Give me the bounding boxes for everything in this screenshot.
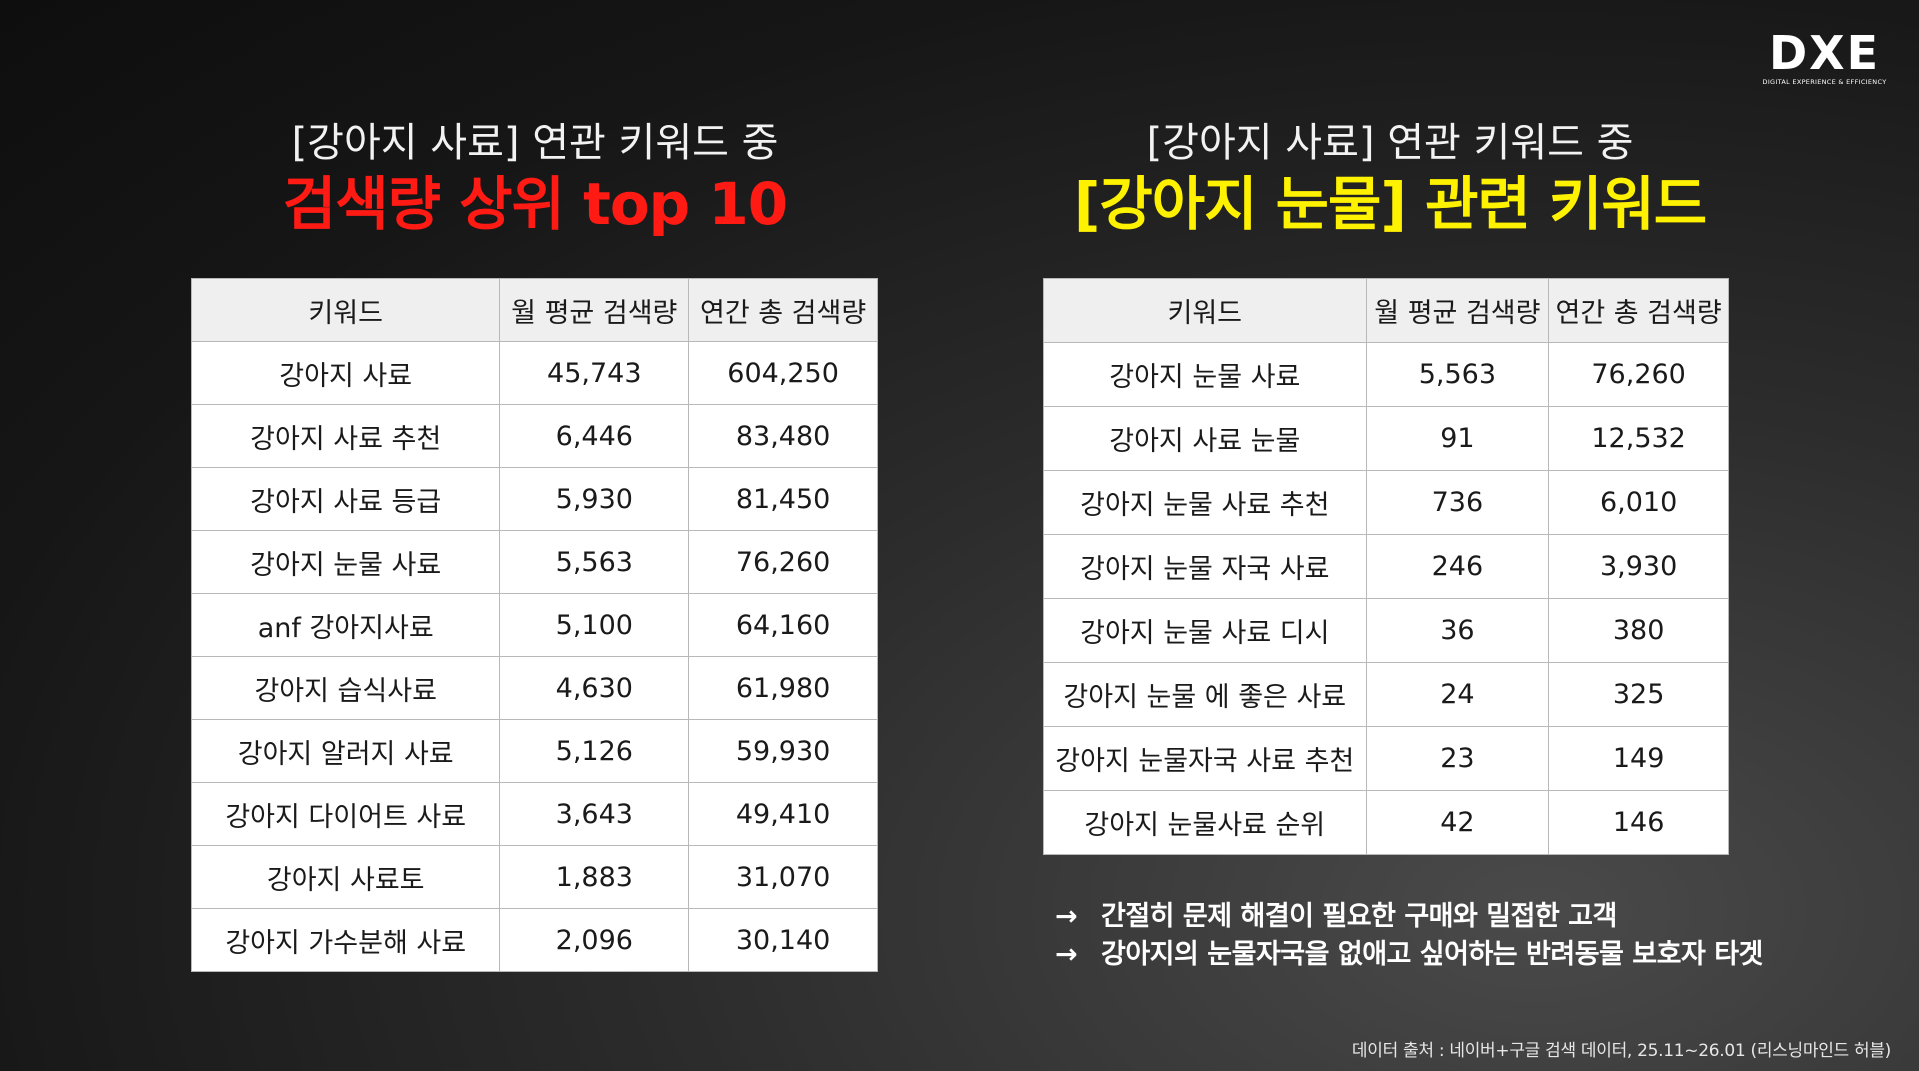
cell-monthly-avg: 5,563 [1365,342,1550,407]
cell-keyword: 강아지 눈물 사료 [190,530,501,594]
cell-monthly-avg: 736 [1365,470,1550,535]
logo-mark: DXE [1768,26,1881,80]
cell-monthly-avg: 246 [1365,534,1550,599]
table-row: 강아지 눈물 사료 디시 36 380 [1043,598,1729,663]
header-keyword: 키워드 [190,278,501,342]
right-title-line1: [강아지 사료] 연관 키워드 중 [1146,120,1634,166]
cell-keyword: 강아지 눈물 사료 추천 [1043,470,1367,535]
table-row: 강아지 사료 45,743 604,250 [190,341,878,405]
table-row: 강아지 눈물 사료 5,563 76,260 [1043,342,1729,407]
table-row: 강아지 눈물 에 좋은 사료 24 325 [1043,662,1729,727]
table-row: 강아지 사료 추천 6,446 83,480 [190,404,878,468]
tear-keyword-table: 키워드 월 평균 검색량 연간 총 검색량 강아지 눈물 사료 5,563 76,2… [1043,278,1729,855]
cell-monthly-avg: 91 [1365,406,1550,471]
cell-monthly-avg: 24 [1365,662,1550,727]
cell-keyword: 강아지 사료 눈물 [1043,406,1367,471]
table-row: 강아지 눈물 자국 사료 246 3,930 [1043,534,1729,599]
cell-annual-total: 380 [1548,598,1729,663]
cell-annual-total: 12,532 [1548,406,1729,471]
cell-annual-total: 604,250 [688,341,878,405]
header-monthly-avg: 월 평균 검색량 [1365,278,1550,343]
cell-keyword: 강아지 사료 [190,341,501,405]
table-header-row: 키워드 월 평균 검색량 연간 총 검색량 [190,278,878,342]
cell-annual-total: 6,010 [1548,470,1729,535]
cell-keyword: 강아지 눈물 사료 디시 [1043,598,1367,663]
table-row: 강아지 눈물자국 사료 추천 23 149 [1043,726,1729,791]
cell-monthly-avg: 5,126 [499,719,690,783]
table-row: anf 강아지사료 5,100 64,160 [190,593,878,657]
table-header-row: 키워드 월 평균 검색량 연간 총 검색량 [1043,278,1729,343]
cell-keyword: 강아지 눈물자국 사료 추천 [1043,726,1367,791]
insight-note: → 강아지의 눈물자국을 없애고 싶어하는 반려동물 보호자 타겟 [1055,936,1763,974]
cell-annual-total: 31,070 [688,845,878,909]
cell-monthly-avg: 1,883 [499,845,690,909]
table-row: 강아지 다이어트 사료 3,643 49,410 [190,782,878,846]
cell-keyword: 강아지 눈물사료 순위 [1043,790,1367,855]
cell-keyword: 강아지 습식사료 [190,656,501,720]
table-row: 강아지 사료토 1,883 31,070 [190,845,878,909]
insight-notes: → 간절히 문제 해결이 필요한 구매와 밀접한 고객 → 강아지의 눈물자국을 없… [1055,898,1763,974]
table-row: 강아지 눈물 사료 추천 736 6,010 [1043,470,1729,535]
cell-monthly-avg: 36 [1365,598,1550,663]
cell-monthly-avg: 5,563 [499,530,690,594]
cell-keyword: 강아지 다이어트 사료 [190,782,501,846]
table-row: 강아지 사료 등급 5,930 81,450 [190,467,878,531]
right-title-line2: [강아지 눈물] 관련 키워드 [1073,170,1707,238]
cell-monthly-avg: 42 [1365,790,1550,855]
cell-monthly-avg: 5,100 [499,593,690,657]
arrow-right-icon: → [1055,939,1078,970]
right-heading: [강아지 사료] 연관 키워드 중 [강아지 눈물] 관련 키워드 [1040,118,1740,240]
arrow-right-icon: → [1055,901,1078,932]
cell-annual-total: 149 [1548,726,1729,791]
cell-keyword: 강아지 사료토 [190,845,501,909]
cell-monthly-avg: 5,930 [499,467,690,531]
cell-keyword: 강아지 눈물 에 좋은 사료 [1043,662,1367,727]
cell-annual-total: 61,980 [688,656,878,720]
top10-keyword-table: 키워드 월 평균 검색량 연간 총 검색량 강아지 사료 45,743 604,25… [190,278,878,972]
cell-monthly-avg: 2,096 [499,908,690,972]
cell-keyword: 강아지 가수분해 사료 [190,908,501,972]
header-monthly-avg: 월 평균 검색량 [499,278,690,342]
dxe-logo: DXE DIGITAL EXPERIENCE & EFFICIENCY [1762,30,1887,86]
cell-keyword: anf 강아지사료 [190,593,501,657]
cell-keyword: 강아지 사료 등급 [190,467,501,531]
header-annual-total: 연간 총 검색량 [1548,278,1729,343]
cell-keyword: 강아지 눈물 사료 [1043,342,1367,407]
left-title-line1: [강아지 사료] 연관 키워드 중 [291,120,779,166]
cell-annual-total: 76,260 [1548,342,1729,407]
cell-monthly-avg: 6,446 [499,404,690,468]
cell-annual-total: 325 [1548,662,1729,727]
cell-keyword: 강아지 알러지 사료 [190,719,501,783]
table-row: 강아지 알러지 사료 5,126 59,930 [190,719,878,783]
cell-annual-total: 49,410 [688,782,878,846]
cell-monthly-avg: 23 [1365,726,1550,791]
cell-monthly-avg: 4,630 [499,656,690,720]
cell-keyword: 강아지 사료 추천 [190,404,501,468]
table-row: 강아지 습식사료 4,630 61,980 [190,656,878,720]
left-title-line2: 검색량 상위 top 10 [282,170,788,238]
insight-note-text: 간절히 문제 해결이 필요한 구매와 밀접한 고객 [1101,901,1617,932]
table-row: 강아지 눈물사료 순위 42 146 [1043,790,1729,855]
cell-annual-total: 83,480 [688,404,878,468]
left-heading: [강아지 사료] 연관 키워드 중 검색량 상위 top 10 [190,118,880,240]
cell-monthly-avg: 45,743 [499,341,690,405]
header-annual-total: 연간 총 검색량 [688,278,878,342]
cell-annual-total: 30,140 [688,908,878,972]
table-row: 강아지 사료 눈물 91 12,532 [1043,406,1729,471]
cell-annual-total: 64,160 [688,593,878,657]
cell-annual-total: 59,930 [688,719,878,783]
logo-subtitle: DIGITAL EXPERIENCE & EFFICIENCY [1762,78,1887,86]
insight-note: → 간절히 문제 해결이 필요한 구매와 밀접한 고객 [1055,898,1763,936]
insight-note-text: 강아지의 눈물자국을 없애고 싶어하는 반려동물 보호자 타겟 [1101,939,1763,970]
table-row: 강아지 가수분해 사료 2,096 30,140 [190,908,878,972]
header-keyword: 키워드 [1043,278,1367,343]
table-row: 강아지 눈물 사료 5,563 76,260 [190,530,878,594]
cell-keyword: 강아지 눈물 자국 사료 [1043,534,1367,599]
cell-monthly-avg: 3,643 [499,782,690,846]
cell-annual-total: 81,450 [688,467,878,531]
data-source-caption: 데이터 출처 : 네이버+구글 검색 데이터, 25.11~26.01 (리스닝… [1351,1041,1891,1061]
cell-annual-total: 3,930 [1548,534,1729,599]
cell-annual-total: 76,260 [688,530,878,594]
cell-annual-total: 146 [1548,790,1729,855]
